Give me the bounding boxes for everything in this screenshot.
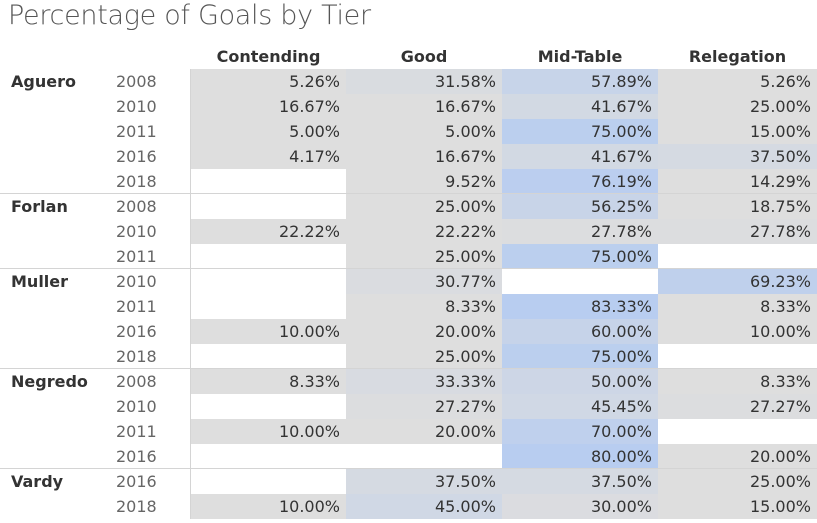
player-label[interactable]: Negredo bbox=[11, 372, 88, 391]
column-header-relegation[interactable]: Relegation bbox=[688, 47, 787, 66]
year-label[interactable]: 2011 bbox=[116, 247, 157, 266]
table-cell[interactable]: 45.00% bbox=[346, 494, 502, 519]
table-cell[interactable]: 22.22% bbox=[191, 219, 346, 244]
table-cell[interactable]: 8.33% bbox=[346, 294, 502, 319]
year-label[interactable]: 2010 bbox=[116, 272, 157, 291]
table-cell[interactable]: 16.67% bbox=[346, 144, 502, 169]
table-cell[interactable]: 37.50% bbox=[346, 469, 502, 494]
table-cell[interactable]: 15.00% bbox=[658, 494, 817, 519]
table-cell[interactable]: 5.26% bbox=[658, 69, 817, 94]
table-cell[interactable]: 27.78% bbox=[502, 219, 658, 244]
year-label[interactable]: 2010 bbox=[116, 397, 157, 416]
table-cell[interactable]: 83.33% bbox=[502, 294, 658, 319]
table-cell[interactable]: 37.50% bbox=[502, 469, 658, 494]
table-cell[interactable]: 57.89% bbox=[502, 69, 658, 94]
table-cell[interactable]: 70.00% bbox=[502, 419, 658, 444]
table-cell[interactable]: 10.00% bbox=[191, 494, 346, 519]
table-cell[interactable]: 25.00% bbox=[346, 194, 502, 219]
table-cell[interactable]: 20.00% bbox=[346, 319, 502, 344]
table-cell[interactable]: 80.00% bbox=[502, 444, 658, 469]
table-cell[interactable]: 27.27% bbox=[658, 394, 817, 419]
year-label[interactable]: 2018 bbox=[116, 347, 157, 366]
year-label[interactable]: 2018 bbox=[116, 172, 157, 191]
table-cell[interactable]: 8.33% bbox=[191, 369, 346, 394]
table-cell[interactable]: 8.33% bbox=[658, 369, 817, 394]
table-cell[interactable]: 27.27% bbox=[346, 394, 502, 419]
table-cell[interactable]: 25.00% bbox=[346, 244, 502, 269]
year-label[interactable]: 2008 bbox=[116, 197, 157, 216]
table-cell[interactable]: 16.67% bbox=[191, 94, 346, 119]
group-separator bbox=[0, 368, 817, 369]
column-header-mid-table[interactable]: Mid-Table bbox=[537, 47, 623, 66]
table-cell[interactable]: 30.00% bbox=[502, 494, 658, 519]
table-cell[interactable]: 16.67% bbox=[346, 94, 502, 119]
table-cell[interactable]: 60.00% bbox=[502, 319, 658, 344]
year-label[interactable]: 2010 bbox=[116, 97, 157, 116]
table-cell[interactable]: 33.33% bbox=[346, 369, 502, 394]
table-cell[interactable]: 5.00% bbox=[346, 119, 502, 144]
year-label[interactable]: 2008 bbox=[116, 72, 157, 91]
table-cell[interactable]: 18.75% bbox=[658, 194, 817, 219]
table-cell[interactable]: 75.00% bbox=[502, 244, 658, 269]
table-cell[interactable]: 14.29% bbox=[658, 169, 817, 194]
table-cell[interactable]: 4.17% bbox=[191, 144, 346, 169]
year-label[interactable]: 2016 bbox=[116, 147, 157, 166]
table-cell[interactable]: 22.22% bbox=[346, 219, 502, 244]
group-separator bbox=[0, 193, 817, 194]
header-divider bbox=[190, 69, 191, 519]
table-cell[interactable]: 15.00% bbox=[658, 119, 817, 144]
table-cell[interactable]: 25.00% bbox=[658, 94, 817, 119]
year-label[interactable]: 2010 bbox=[116, 222, 157, 241]
table-cell[interactable]: 20.00% bbox=[658, 444, 817, 469]
player-label[interactable]: Muller bbox=[11, 272, 69, 291]
table-cell[interactable]: 8.33% bbox=[658, 294, 817, 319]
year-label[interactable]: 2018 bbox=[116, 497, 157, 516]
table-cell[interactable]: 69.23% bbox=[658, 269, 817, 294]
group-separator bbox=[0, 268, 817, 269]
year-label[interactable]: 2011 bbox=[116, 422, 157, 441]
table-cell[interactable]: 27.78% bbox=[658, 219, 817, 244]
table-cell[interactable]: 75.00% bbox=[502, 344, 658, 369]
table-cell[interactable]: 75.00% bbox=[502, 119, 658, 144]
table-cell[interactable]: 25.00% bbox=[346, 344, 502, 369]
year-label[interactable]: 2011 bbox=[116, 122, 157, 141]
year-label[interactable]: 2008 bbox=[116, 372, 157, 391]
table-cell[interactable]: 10.00% bbox=[191, 319, 346, 344]
column-header-good[interactable]: Good bbox=[400, 47, 448, 66]
table-cell[interactable]: 25.00% bbox=[658, 469, 817, 494]
table-cell[interactable]: 5.26% bbox=[191, 69, 346, 94]
chart-title: Percentage of Goals by Tier bbox=[8, 0, 371, 31]
year-label[interactable]: 2016 bbox=[116, 472, 157, 491]
table-cell[interactable]: 5.00% bbox=[191, 119, 346, 144]
table-cell[interactable]: 50.00% bbox=[502, 369, 658, 394]
year-label[interactable]: 2016 bbox=[116, 322, 157, 341]
table-cell[interactable]: 37.50% bbox=[658, 144, 817, 169]
table-cell[interactable]: 20.00% bbox=[346, 419, 502, 444]
group-separator bbox=[0, 468, 817, 469]
table-cell[interactable]: 76.19% bbox=[502, 169, 658, 194]
table-cell[interactable]: 10.00% bbox=[658, 319, 817, 344]
column-header-contending[interactable]: Contending bbox=[216, 47, 321, 66]
table-cell[interactable]: 9.52% bbox=[346, 169, 502, 194]
table-cell[interactable]: 31.58% bbox=[346, 69, 502, 94]
player-label[interactable]: Vardy bbox=[11, 472, 64, 491]
year-label[interactable]: 2011 bbox=[116, 297, 157, 316]
player-label[interactable]: Forlan bbox=[11, 197, 68, 216]
table-cell[interactable]: 10.00% bbox=[191, 419, 346, 444]
table-cell[interactable]: 41.67% bbox=[502, 94, 658, 119]
year-label[interactable]: 2016 bbox=[116, 447, 157, 466]
table-cell[interactable]: 56.25% bbox=[502, 194, 658, 219]
table-cell[interactable]: 41.67% bbox=[502, 144, 658, 169]
table-cell[interactable]: 30.77% bbox=[346, 269, 502, 294]
table-cell[interactable]: 45.45% bbox=[502, 394, 658, 419]
player-label[interactable]: Aguero bbox=[11, 72, 76, 91]
